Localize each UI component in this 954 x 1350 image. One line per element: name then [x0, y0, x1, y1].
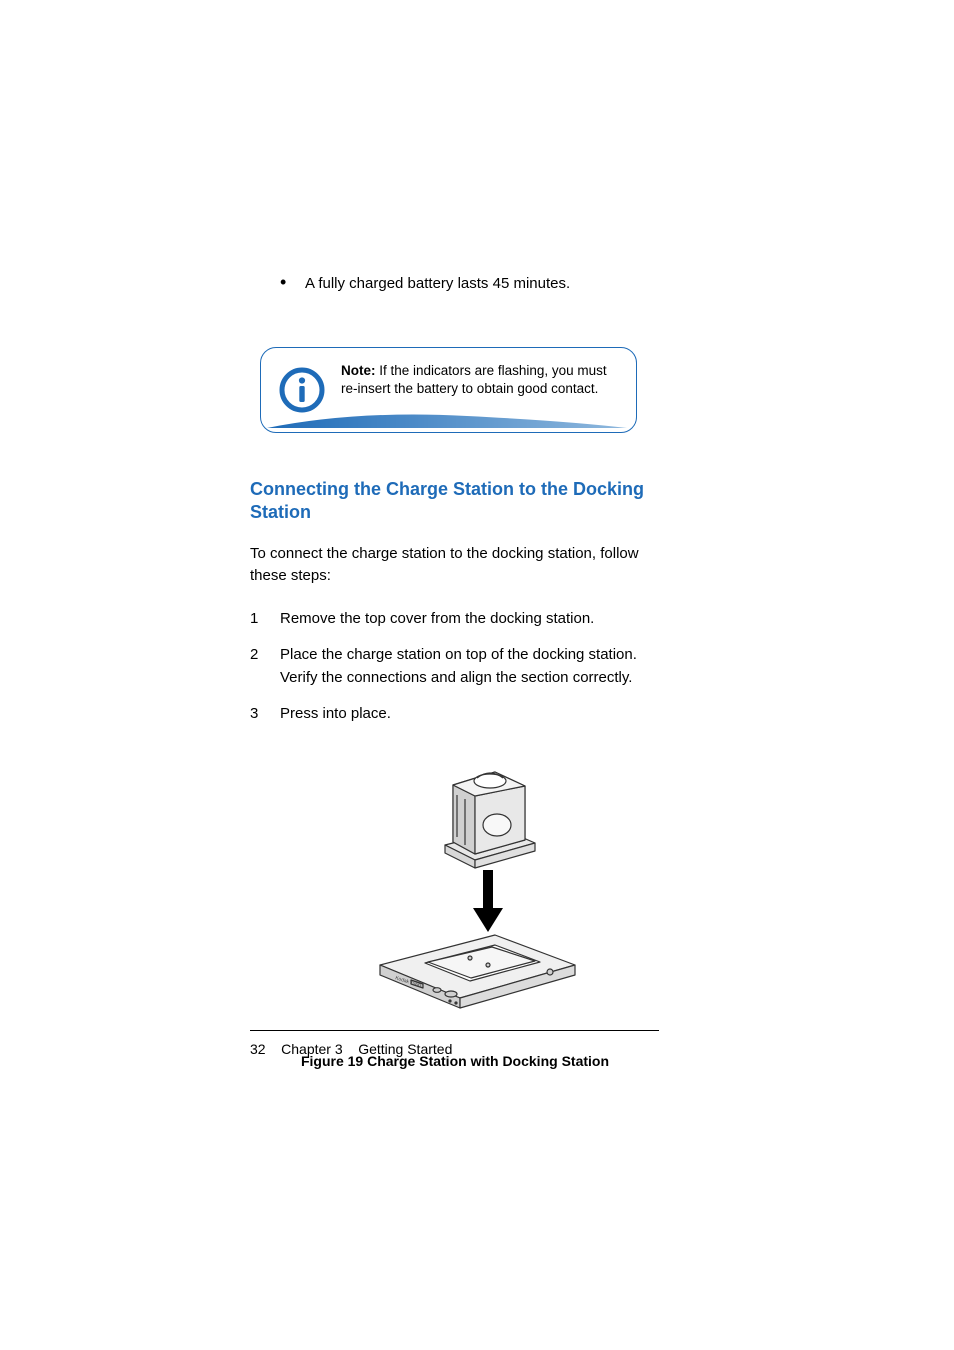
step-number: 2 [250, 644, 280, 689]
section-heading: Connecting the Charge Station to the Doc… [250, 478, 660, 525]
bullet-marker: • [280, 276, 305, 289]
footer-rule [250, 1030, 659, 1031]
step-number: 1 [250, 608, 280, 631]
page-footer: 32 Chapter 3 Getting Started [250, 1030, 659, 1057]
charge-station-illustration: Kodak 1500 [325, 740, 585, 1010]
page-number: 32 [250, 1041, 266, 1057]
footer-text: 32 Chapter 3 Getting Started [250, 1041, 659, 1057]
step-text: Remove the top cover from the docking st… [280, 608, 594, 631]
page: • A fully charged battery lasts 45 minut… [0, 0, 954, 1350]
step-item: 3Press into place. [250, 703, 670, 726]
info-icon [279, 367, 325, 413]
step-number: 3 [250, 703, 280, 726]
bullet-text: A fully charged battery lasts 45 minutes… [305, 275, 570, 292]
note-callout: Note: If the indicators are flashing, yo… [260, 347, 637, 433]
figure: Kodak 1500 [250, 740, 660, 1015]
steps-list: 1Remove the top cover from the docking s… [250, 608, 804, 726]
step-item: 2Place the charge station on top of the … [250, 644, 670, 689]
step-text: Press into place. [280, 703, 391, 726]
section-intro: To connect the charge station to the doc… [250, 543, 660, 588]
note-swoosh [267, 414, 627, 428]
note-text: Note: If the indicators are flashing, yo… [341, 362, 618, 398]
bullet-item: • A fully charged battery lasts 45 minut… [280, 275, 804, 292]
step-text: Place the charge station on top of the d… [280, 644, 670, 689]
footer-chapter: Chapter 3 [281, 1041, 342, 1057]
step-item: 1Remove the top cover from the docking s… [250, 608, 670, 631]
down-arrow-icon [473, 870, 503, 932]
note-label: Note: [341, 363, 376, 378]
note-body: If the indicators are flashing, you must… [341, 363, 607, 396]
footer-title: Getting Started [358, 1041, 452, 1057]
